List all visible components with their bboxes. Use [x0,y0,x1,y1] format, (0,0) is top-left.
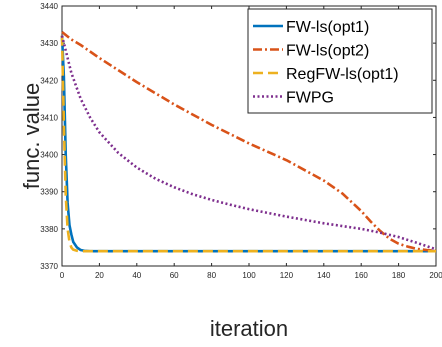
y-axis-label: func. value [19,83,44,189]
y-tick-label: 3390 [40,188,58,197]
y-tick-label: 3400 [40,151,58,160]
y-tick-label: 3430 [40,39,58,48]
y-tick-label: 3370 [40,262,58,271]
x-tick-label: 40 [132,271,141,280]
y-tick-label: 3410 [40,113,58,122]
y-tick-label: 3380 [40,225,58,234]
y-tick-label: 3440 [40,2,58,11]
x-tick-label: 180 [392,271,406,280]
legend-label: FWPG [286,90,334,107]
x-tick-label: 60 [170,271,179,280]
x-tick-label: 120 [280,271,294,280]
series-layer [60,30,437,253]
x-tick-label: 200 [429,271,442,280]
x-axis-ticks: 0 20 40 60 80 100 120 140 160 180 200 [60,6,442,280]
x-tick-label: 100 [242,271,256,280]
x-tick-label: 80 [207,271,216,280]
series-line-4 [60,35,437,251]
x-tick-label: 140 [317,271,331,280]
series-line-3 [60,35,436,253]
y-tick-label: 3420 [40,76,58,85]
legend-label: RegFW-ls(opt1) [286,66,399,83]
series-line-2 [61,30,437,253]
x-tick-label: 0 [60,271,65,280]
legend-label: FW-ls(opt1) [286,19,369,36]
x-tick-label: 160 [355,271,369,280]
legend: FW-ls(opt1) FW-ls(opt2) RegFW-ls(opt1) FWPG [247,8,433,114]
legend-label: FW-ls(opt2) [286,43,369,60]
x-tick-label: 20 [95,271,104,280]
x-axis-label: iteration [210,316,288,341]
